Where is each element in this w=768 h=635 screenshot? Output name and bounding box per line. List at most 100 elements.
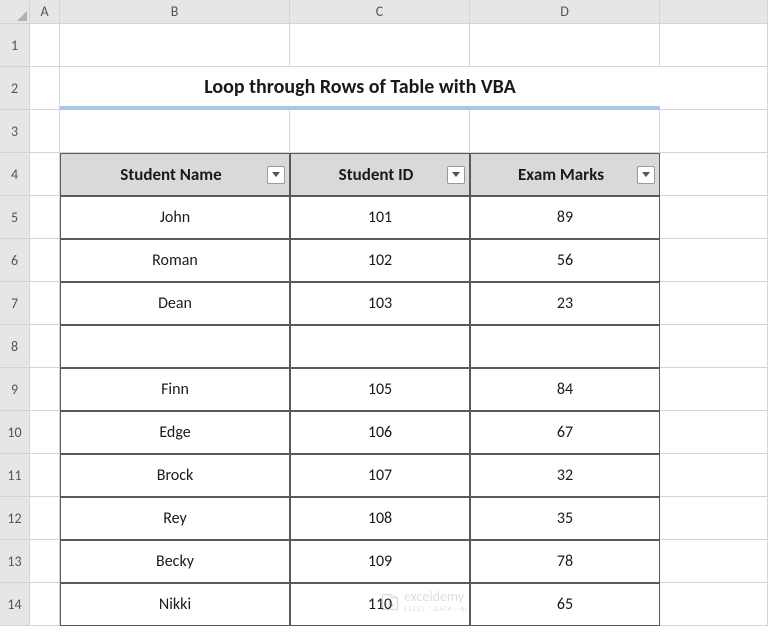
row-header-4[interactable]: 4 xyxy=(0,153,30,196)
table-row[interactable] xyxy=(60,325,290,368)
cell-d3[interactable] xyxy=(470,110,660,153)
filter-button-name[interactable] xyxy=(267,166,285,184)
table-header-marks[interactable]: Exam Marks xyxy=(470,153,660,196)
row-header-1[interactable]: 1 xyxy=(0,24,30,67)
cell-a7[interactable] xyxy=(30,282,60,325)
cell-e4[interactable] xyxy=(660,153,768,196)
col-header-a[interactable]: A xyxy=(30,0,60,24)
table-row[interactable]: 106 xyxy=(290,411,470,454)
table-header-name[interactable]: Student Name xyxy=(60,153,290,196)
cell-a12[interactable] xyxy=(30,497,60,540)
cell-e8[interactable] xyxy=(660,325,768,368)
table-row[interactable]: John xyxy=(60,196,290,239)
filter-button-id[interactable] xyxy=(447,166,465,184)
table-row[interactable]: 67 xyxy=(470,411,660,454)
row-header-7[interactable]: 7 xyxy=(0,282,30,325)
cell-e11[interactable] xyxy=(660,454,768,497)
cell-e1[interactable] xyxy=(660,24,768,67)
table-row[interactable]: 32 xyxy=(470,454,660,497)
table-row[interactable]: Nikki xyxy=(60,583,290,626)
cell-b1[interactable] xyxy=(60,24,290,67)
table-row[interactable]: 35 xyxy=(470,497,660,540)
row-header-12[interactable]: 12 xyxy=(0,497,30,540)
cell-a13[interactable] xyxy=(30,540,60,583)
cell-e3[interactable] xyxy=(660,110,768,153)
row-header-9[interactable]: 9 xyxy=(0,368,30,411)
cell-e5[interactable] xyxy=(660,196,768,239)
cell-c3[interactable] xyxy=(290,110,470,153)
cell-d1[interactable] xyxy=(470,24,660,67)
table-row[interactable] xyxy=(470,325,660,368)
row-header-13[interactable]: 13 xyxy=(0,540,30,583)
cell-e2[interactable] xyxy=(660,67,768,110)
cell-b3[interactable] xyxy=(60,110,290,153)
cell-e14[interactable] xyxy=(660,583,768,626)
col-header-d[interactable]: D xyxy=(470,0,660,24)
cell-a5[interactable] xyxy=(30,196,60,239)
cell-a4[interactable] xyxy=(30,153,60,196)
chevron-down-icon xyxy=(452,172,460,178)
cell-c1[interactable] xyxy=(290,24,470,67)
table-row[interactable]: 109 xyxy=(290,540,470,583)
header-text-id: Student ID xyxy=(339,164,414,185)
row-header-5[interactable]: 5 xyxy=(0,196,30,239)
table-row[interactable]: 65 xyxy=(470,583,660,626)
col-header-b[interactable]: B xyxy=(60,0,290,24)
table-row[interactable]: Becky xyxy=(60,540,290,583)
cell-a14[interactable] xyxy=(30,583,60,626)
table-row[interactable]: 23 xyxy=(470,282,660,325)
cell-a6[interactable] xyxy=(30,239,60,282)
col-header-c[interactable]: C xyxy=(290,0,470,24)
chevron-down-icon xyxy=(642,172,650,178)
table-row[interactable]: 105 xyxy=(290,368,470,411)
table-row[interactable]: Rey xyxy=(60,497,290,540)
spreadsheet-grid: A B C D 1 2 Loop through Rows of Table w… xyxy=(0,0,768,626)
table-row[interactable]: 89 xyxy=(470,196,660,239)
col-header-e[interactable] xyxy=(660,0,768,24)
cell-a2[interactable] xyxy=(30,67,60,110)
row-header-10[interactable]: 10 xyxy=(0,411,30,454)
cell-a3[interactable] xyxy=(30,110,60,153)
table-row[interactable]: 56 xyxy=(470,239,660,282)
header-text-name: Student Name xyxy=(120,164,221,185)
filter-button-marks[interactable] xyxy=(637,166,655,184)
cell-a11[interactable] xyxy=(30,454,60,497)
cell-e10[interactable] xyxy=(660,411,768,454)
table-header-id[interactable]: Student ID xyxy=(290,153,470,196)
table-row[interactable]: 107 xyxy=(290,454,470,497)
cell-a8[interactable] xyxy=(30,325,60,368)
row-header-11[interactable]: 11 xyxy=(0,454,30,497)
cell-e6[interactable] xyxy=(660,239,768,282)
table-row[interactable]: Edge xyxy=(60,411,290,454)
chevron-down-icon xyxy=(272,172,280,178)
table-row[interactable]: Roman xyxy=(60,239,290,282)
row-header-14[interactable]: 14 xyxy=(0,583,30,626)
table-row[interactable] xyxy=(290,325,470,368)
row-header-6[interactable]: 6 xyxy=(0,239,30,282)
watermark-sub: EXCEL · DATA · BI xyxy=(404,604,468,613)
row-header-3[interactable]: 3 xyxy=(0,110,30,153)
cell-e9[interactable] xyxy=(660,368,768,411)
title-text: Loop through Rows of Table with VBA xyxy=(204,75,516,99)
table-row[interactable]: Finn xyxy=(60,368,290,411)
table-row[interactable]: 78 xyxy=(470,540,660,583)
cell-e7[interactable] xyxy=(660,282,768,325)
table-row[interactable]: Brock xyxy=(60,454,290,497)
cell-a1[interactable] xyxy=(30,24,60,67)
cell-a9[interactable] xyxy=(30,368,60,411)
row-header-8[interactable]: 8 xyxy=(0,325,30,368)
cell-e12[interactable] xyxy=(660,497,768,540)
table-row[interactable]: Dean xyxy=(60,282,290,325)
row-header-2[interactable]: 2 xyxy=(0,67,30,110)
cell-a10[interactable] xyxy=(30,411,60,454)
table-row[interactable]: 101 xyxy=(290,196,470,239)
title-cell[interactable]: Loop through Rows of Table with VBA xyxy=(60,67,660,110)
table-row[interactable]: 102 xyxy=(290,239,470,282)
table-row[interactable]: 108 xyxy=(290,497,470,540)
watermark-icon xyxy=(380,592,400,612)
table-row[interactable]: 84 xyxy=(470,368,660,411)
table-row[interactable]: 103 xyxy=(290,282,470,325)
header-text-marks: Exam Marks xyxy=(518,164,604,185)
select-all-corner[interactable] xyxy=(0,0,30,24)
cell-e13[interactable] xyxy=(660,540,768,583)
